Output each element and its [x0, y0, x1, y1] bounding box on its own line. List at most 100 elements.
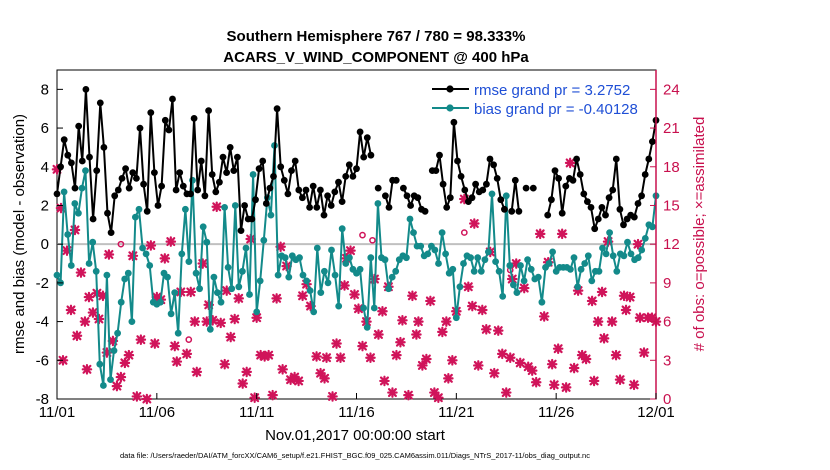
rmse-point [208, 171, 216, 178]
rmse-point [345, 161, 353, 169]
y-axis-label-right: # of obs: o=possible; ×=assimilated [691, 117, 708, 352]
rmse-point [544, 211, 552, 219]
rmse-point [529, 184, 537, 192]
rmse-point [151, 169, 158, 177]
obs-assimilated-marker [592, 316, 604, 327]
obs-assimilated-marker [293, 375, 304, 387]
obs-assimilated-marker [87, 307, 99, 318]
rmse-point [96, 99, 104, 107]
obs-assimilated-marker [373, 329, 384, 340]
rmse-point [234, 153, 241, 161]
rmse-point [649, 138, 656, 146]
obs-assimilated-marker [149, 338, 161, 349]
y-tick-label-right: 18 [663, 159, 680, 176]
obs-assimilated-marker [433, 392, 444, 404]
obs-assimilated-marker [469, 218, 480, 229]
bias-point [164, 273, 171, 281]
obs-assimilated-marker [421, 353, 432, 365]
rmse-point [104, 209, 111, 217]
bias-point [403, 254, 410, 262]
obs-assimilated-marker [277, 364, 288, 375]
rmse-point [580, 190, 588, 198]
obs-assimilated-marker [413, 316, 424, 327]
bias-point [449, 265, 457, 273]
bias-point [534, 273, 542, 281]
rmse-point [107, 229, 115, 237]
bias-point [303, 277, 310, 285]
obs-assimilated-marker [311, 351, 322, 362]
rmse-point [443, 204, 451, 211]
y-axis-left: -8 -6 -4 -2 0 2 4 6 8 [36, 81, 63, 408]
bias-point [146, 262, 154, 269]
bias-point [599, 244, 606, 252]
obs-possible-marker [359, 231, 366, 239]
rmse-point [291, 157, 299, 165]
bias-point [442, 250, 449, 258]
obs-assimilated-marker [500, 387, 512, 398]
rmse-point [382, 192, 389, 200]
rmse-point [392, 176, 400, 184]
bias-point [624, 238, 631, 246]
bias-point [217, 298, 225, 306]
rmse-point [587, 204, 595, 211]
rmse-point [327, 202, 335, 209]
rmse-point [154, 202, 162, 209]
rmse-point [483, 180, 490, 188]
bias-point [242, 244, 250, 252]
bias-point [67, 262, 75, 269]
bias-point [477, 267, 485, 275]
rmse-point [439, 180, 447, 188]
rmse-point [335, 178, 342, 186]
rmse-point [407, 202, 414, 209]
bias-point [520, 277, 528, 285]
obs-assimilated-marker [560, 382, 572, 393]
rmse-point [472, 180, 479, 188]
obs-assimilated-marker [425, 295, 436, 307]
bias-point [467, 254, 474, 262]
obs-assimilated-marker [628, 379, 640, 391]
obs-assimilated-marker [331, 338, 342, 349]
obs-assimilated-marker [83, 291, 95, 303]
rmse-point [295, 186, 303, 194]
bias-point [196, 285, 204, 293]
bias-point [53, 271, 61, 279]
bias-point [570, 254, 578, 262]
obs-assimilated-marker [586, 295, 598, 307]
obs-assimilated-marker [568, 362, 580, 374]
rmse-point [280, 176, 288, 184]
rmse-point [598, 204, 606, 211]
rmse-point [360, 153, 368, 161]
rmse-point [353, 165, 360, 173]
rmse-point [201, 192, 209, 200]
obs-assimilated-marker [237, 378, 248, 389]
bias-point [185, 258, 193, 265]
bias-point [406, 215, 414, 223]
obs-assimilated-marker [610, 349, 622, 361]
bias-point [324, 279, 332, 287]
obs-assimilated-marker [391, 349, 402, 361]
bias-point [313, 244, 321, 252]
bias-point [85, 260, 93, 267]
obs-assimilated-marker [379, 375, 390, 387]
y-tick-label-left: -8 [36, 391, 49, 408]
rmse-point [609, 186, 617, 194]
obs-assimilated-marker [225, 331, 237, 343]
bias-point [338, 225, 346, 233]
x-tick-label: 11/11 [239, 404, 274, 421]
obs-assimilated-marker [101, 347, 113, 358]
obs-assimilated-marker [271, 293, 282, 304]
obs-assimilated-marker [55, 202, 67, 214]
rmse-point [277, 163, 285, 171]
rmse-point [226, 144, 234, 151]
rmse-point [342, 173, 350, 180]
rmse-point [270, 173, 277, 180]
rmse-point [158, 182, 166, 190]
obs-assimilated-marker [327, 391, 338, 402]
rmse-point [143, 207, 151, 215]
rmse-point [432, 167, 440, 175]
obs-assimilated-marker [181, 348, 193, 360]
obs-assimilated-marker [335, 352, 346, 364]
bias-point [385, 285, 392, 293]
obs-assimilated-marker [135, 334, 147, 345]
